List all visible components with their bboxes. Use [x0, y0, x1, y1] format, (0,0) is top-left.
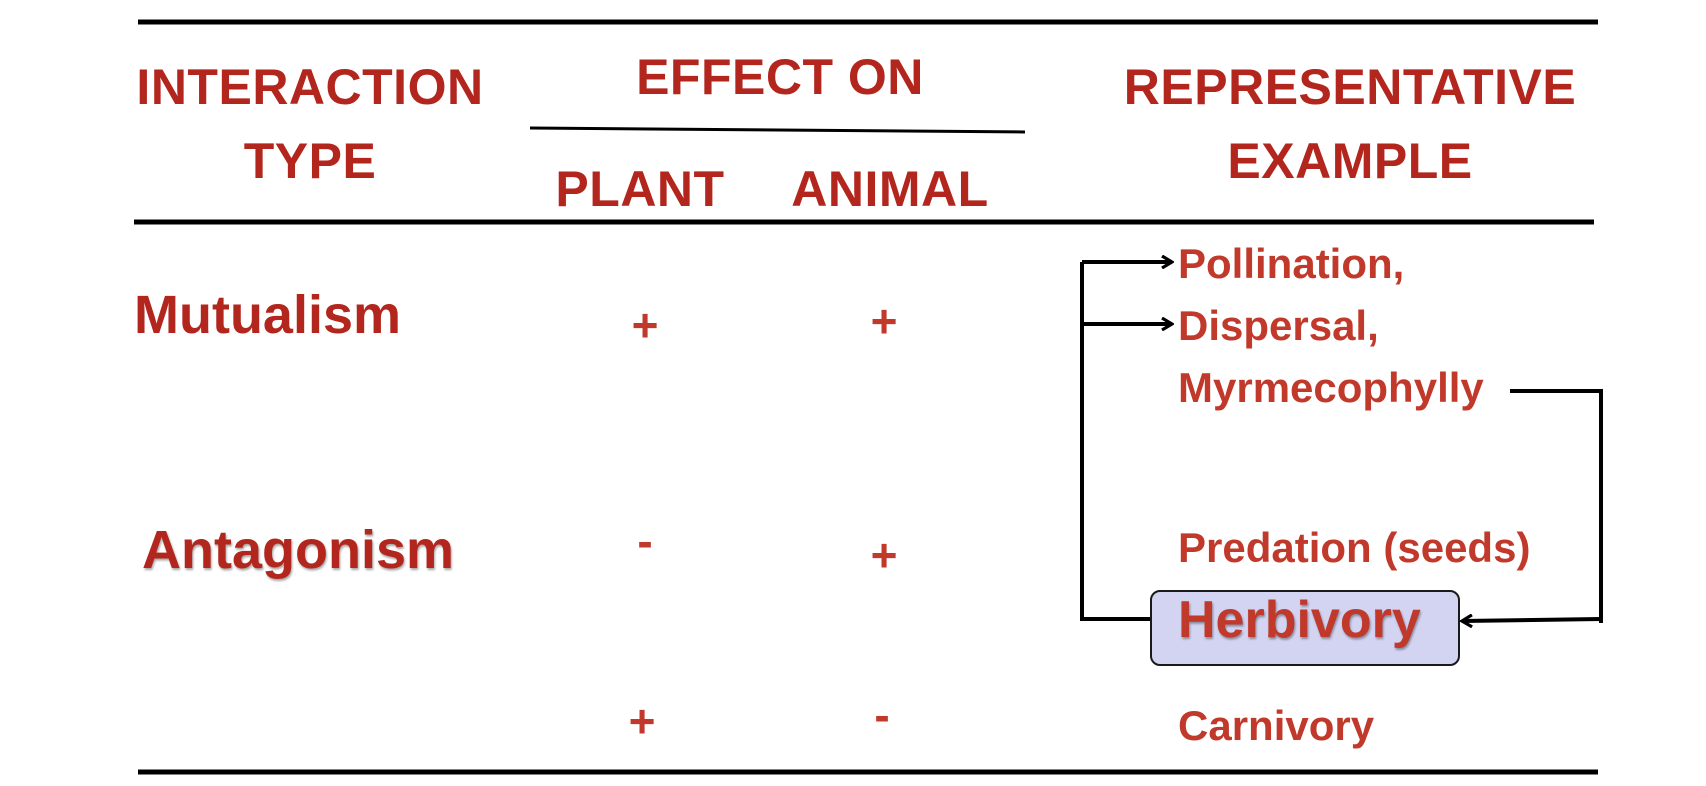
header-representative-line2: EXAMPLE — [1227, 133, 1473, 189]
arrow-to-herbivory — [1462, 619, 1602, 621]
header-animal: ANIMAL — [791, 161, 989, 217]
effect-on-underline — [529, 126, 1026, 134]
example-pollination: Pollination, — [1178, 240, 1405, 287]
example-herbivory: Herbivory — [1178, 591, 1421, 649]
example-dispersal: Dispersal, — [1178, 302, 1379, 349]
mutualism-animal-effect: + — [870, 295, 898, 347]
antagonism-animal-effect: + — [870, 529, 898, 581]
type-antagonism: Antagonism — [142, 520, 455, 580]
carnivory-plant-effect: + — [628, 695, 656, 747]
header-interaction-line1: INTERACTION — [136, 59, 484, 115]
header-interaction-line2: TYPE — [243, 133, 377, 189]
example-carnivory: Carnivory — [1178, 702, 1375, 749]
header-representative-line1: REPRESENTATIVE — [1123, 59, 1577, 115]
header-plant: PLANT — [555, 161, 725, 217]
herbivory-highlight-box — [1150, 590, 1460, 666]
type-mutualism: Mutualism — [134, 285, 402, 345]
carnivory-animal-effect: - — [874, 689, 890, 741]
mutualism-plant-effect: + — [631, 299, 659, 351]
header-effect-on: EFFECT ON — [636, 49, 924, 105]
antagonism-plant-effect: - — [637, 515, 653, 567]
example-predation-seeds: Predation (seeds) — [1178, 524, 1531, 571]
example-myrmecophylly: Myrmecophylly — [1178, 364, 1484, 411]
